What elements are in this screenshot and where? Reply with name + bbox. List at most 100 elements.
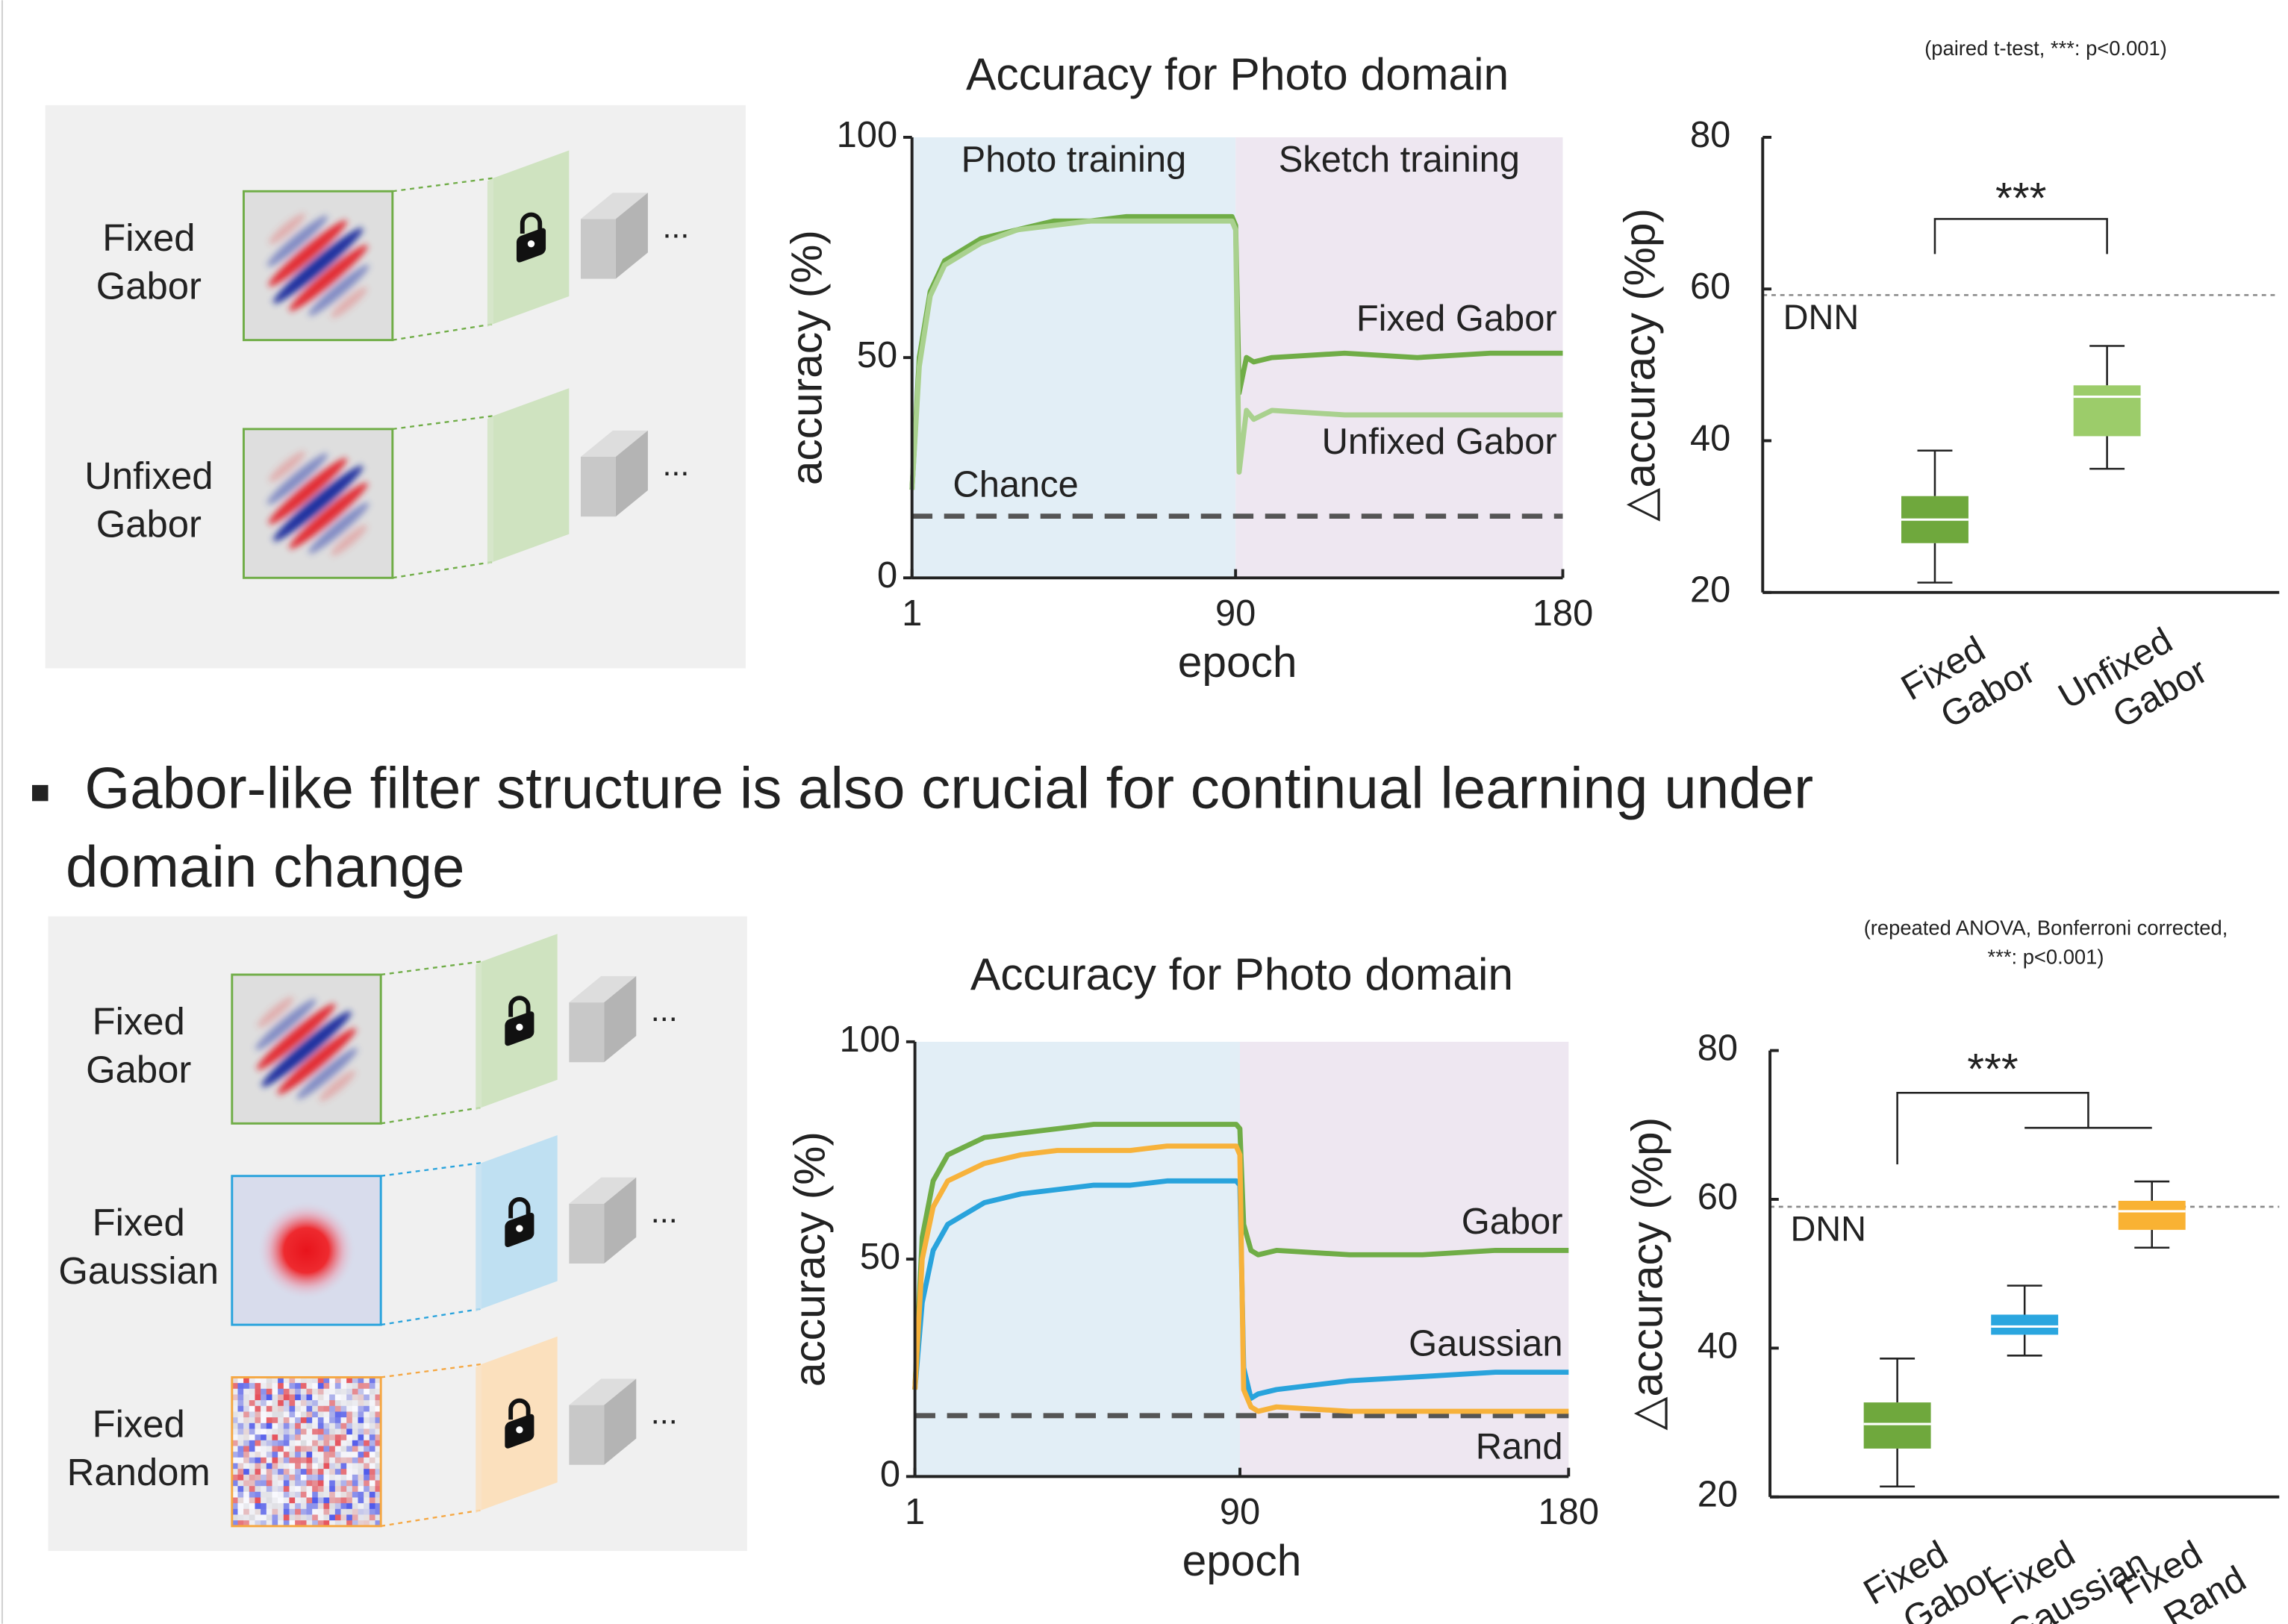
noise-cell <box>272 1469 278 1475</box>
noise-cell <box>261 1497 266 1503</box>
noise-cell <box>335 1417 341 1423</box>
noise-cell <box>295 1486 301 1492</box>
noise-cell <box>301 1486 307 1492</box>
noise-cell <box>266 1492 272 1498</box>
noise-cell <box>318 1400 324 1406</box>
noise-cell <box>289 1389 295 1395</box>
noise-cell <box>266 1383 272 1389</box>
noise-cell <box>266 1475 272 1481</box>
noise-cell <box>312 1446 318 1452</box>
noise-cell <box>261 1469 266 1475</box>
noise-cell <box>255 1452 261 1458</box>
noise-cell <box>312 1458 318 1464</box>
noise-cell <box>346 1497 352 1503</box>
noise-cell <box>266 1503 272 1509</box>
box <box>1991 1314 2058 1334</box>
noise-cell <box>318 1492 324 1498</box>
noise-cell <box>243 1423 249 1429</box>
noise-cell <box>364 1423 370 1429</box>
x-axis-label: epoch <box>1182 1537 1302 1585</box>
filter-label: Fixed <box>102 216 195 259</box>
noise-cell <box>352 1514 358 1520</box>
noise-cell <box>346 1509 352 1515</box>
noise-cell <box>329 1446 335 1452</box>
noise-cell <box>358 1411 364 1417</box>
noise-cell <box>295 1423 301 1429</box>
noise-cell <box>312 1389 318 1395</box>
noise-cell <box>370 1417 375 1423</box>
noise-cell <box>364 1497 370 1503</box>
noise-cell <box>335 1480 341 1486</box>
noise-cell <box>284 1509 290 1515</box>
noise-cell <box>266 1434 272 1440</box>
lock-hole <box>516 1024 523 1031</box>
noise-cell <box>346 1394 352 1400</box>
noise-cell <box>289 1434 295 1440</box>
noise-cell <box>341 1411 347 1417</box>
noise-cell <box>261 1389 266 1395</box>
noise-cell <box>329 1469 335 1475</box>
training-region <box>915 1042 1240 1477</box>
noise-cell <box>312 1514 318 1520</box>
noise-cell <box>266 1514 272 1520</box>
noise-cell <box>341 1389 347 1395</box>
noise-cell <box>301 1503 307 1509</box>
noise-cell <box>249 1406 255 1412</box>
filter-label: Gabor <box>96 265 202 307</box>
cube-front <box>581 219 616 278</box>
noise-cell <box>318 1434 324 1440</box>
filter-label: Gabor <box>86 1048 191 1090</box>
noise-cell <box>352 1400 358 1406</box>
x-tick-label: 1 <box>905 1492 925 1532</box>
noise-cell <box>249 1492 255 1498</box>
noise-cell <box>261 1463 266 1469</box>
noise-cell <box>364 1480 370 1486</box>
y-tick-label: 0 <box>877 555 897 596</box>
noise-cell <box>301 1492 307 1498</box>
y-axis-label: △accuracy (%p) <box>1623 1117 1671 1431</box>
noise-cell <box>364 1509 370 1515</box>
y-tick-label: 20 <box>1698 1475 1738 1515</box>
noise-cell <box>261 1509 266 1515</box>
diagram-panel <box>46 105 746 669</box>
noise-cell <box>341 1486 347 1492</box>
noise-cell <box>341 1452 347 1458</box>
noise-cell <box>341 1446 347 1452</box>
training-region <box>912 137 1235 578</box>
noise-cell <box>284 1475 290 1481</box>
conv-plane <box>493 388 570 562</box>
noise-cell <box>249 1514 255 1520</box>
noise-cell <box>358 1509 364 1515</box>
noise-cell <box>329 1458 335 1464</box>
noise-cell <box>370 1389 375 1395</box>
noise-cell <box>301 1452 307 1458</box>
noise-cell <box>306 1480 312 1486</box>
filter-image <box>239 187 397 344</box>
noise-cell <box>358 1400 364 1406</box>
series-label: Unfixed Gabor <box>1322 422 1557 462</box>
noise-cell <box>312 1480 318 1486</box>
noise-cell <box>318 1417 324 1423</box>
noise-cell <box>318 1389 324 1395</box>
noise-cell <box>352 1458 358 1464</box>
noise-cell <box>295 1411 301 1417</box>
noise-cell <box>352 1469 358 1475</box>
noise-cell <box>318 1503 324 1509</box>
noise-cell <box>346 1514 352 1520</box>
noise-cell <box>249 1475 255 1481</box>
y-tick-label: 50 <box>857 335 897 375</box>
noise-cell <box>237 1446 243 1452</box>
reference-label: DNN <box>1783 298 1860 337</box>
noise-cell <box>352 1475 358 1481</box>
noise-cell <box>284 1452 290 1458</box>
noise-cell <box>272 1428 278 1434</box>
noise-cell <box>284 1492 290 1498</box>
noise-cell <box>323 1514 329 1520</box>
noise-cell <box>370 1492 375 1498</box>
noise-cell <box>255 1417 261 1423</box>
noise-cell <box>255 1509 261 1515</box>
noise-cell <box>284 1469 290 1475</box>
noise-cell <box>255 1411 261 1417</box>
noise-cell <box>278 1458 284 1464</box>
noise-cell <box>266 1497 272 1503</box>
